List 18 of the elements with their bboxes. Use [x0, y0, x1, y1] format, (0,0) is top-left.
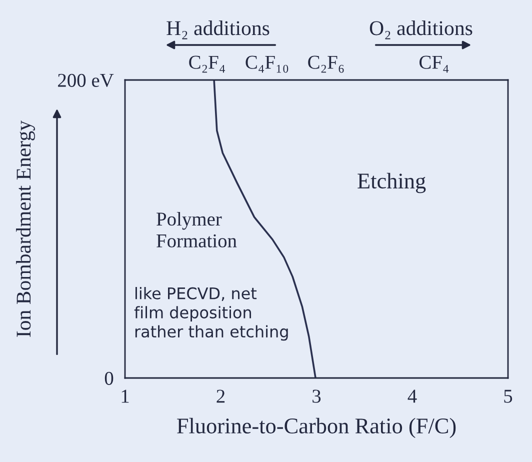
annotation: Polymer Formation [156, 212, 237, 248]
x-tick-label: 4 [408, 390, 417, 403]
text: O₂ additions [370, 20, 472, 40]
y-tick-label: 200 eV [58, 74, 114, 88]
x-tick-label: 1 [122, 390, 129, 403]
annotation: like PECVD, net film deposition rather than etching [134, 287, 288, 341]
text: H₂ additions [166, 20, 270, 40]
text: C₄F₁₀ [246, 56, 288, 73]
annotation: Etching [358, 172, 426, 194]
text: CF₄ [420, 56, 449, 73]
y-tick-label: 0 [104, 372, 114, 385]
text: C₂F₄ [189, 56, 225, 73]
y-axis-title: Ion Bombardment Energy [16, 120, 35, 337]
x-tick-label: 5 [504, 390, 512, 403]
x-tick-label: 2 [216, 390, 225, 403]
x-tick-label: 3 [312, 390, 321, 403]
text: C₂F₆ [308, 56, 344, 73]
x-axis-title: Fluorine-to-Carbon Ratio (F/C) [177, 418, 456, 438]
